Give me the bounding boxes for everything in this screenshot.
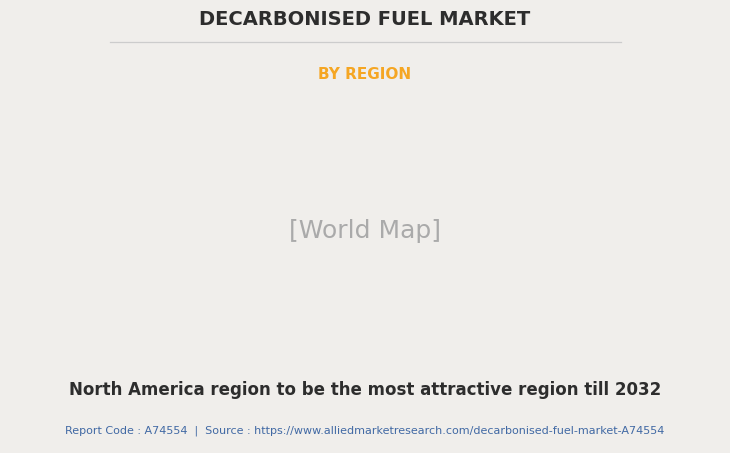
Text: [World Map]: [World Map] bbox=[289, 219, 441, 243]
Text: North America region to be the most attractive region till 2032: North America region to be the most attr… bbox=[69, 381, 661, 399]
Text: DECARBONISED FUEL MARKET: DECARBONISED FUEL MARKET bbox=[199, 10, 531, 29]
Text: BY REGION: BY REGION bbox=[318, 67, 412, 82]
Text: Report Code : A74554  |  Source : https://www.alliedmarketresearch.com/decarboni: Report Code : A74554 | Source : https://… bbox=[65, 425, 665, 436]
